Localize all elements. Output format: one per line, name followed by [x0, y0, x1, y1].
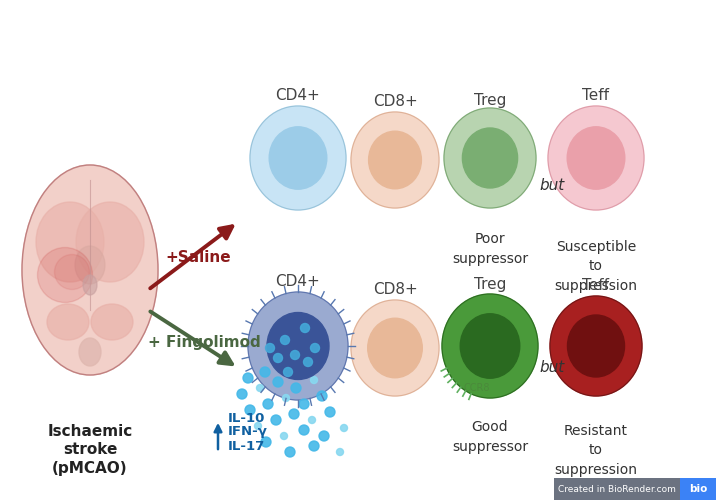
Text: Teff: Teff: [582, 89, 610, 103]
Circle shape: [281, 336, 289, 345]
Circle shape: [300, 324, 310, 333]
Circle shape: [273, 377, 283, 387]
Text: Treg: Treg: [474, 93, 506, 107]
FancyBboxPatch shape: [554, 478, 680, 500]
Circle shape: [299, 399, 309, 409]
Circle shape: [260, 367, 270, 377]
Circle shape: [310, 376, 318, 384]
Text: + Fingolimod: + Fingolimod: [148, 335, 261, 349]
Text: Resistant
to
suppression: Resistant to suppression: [554, 424, 637, 477]
Circle shape: [299, 425, 309, 435]
Ellipse shape: [75, 246, 105, 284]
Circle shape: [304, 357, 312, 366]
Text: IL-10: IL-10: [228, 411, 266, 424]
Ellipse shape: [267, 312, 329, 380]
Text: CD4+: CD4+: [276, 275, 320, 289]
Circle shape: [317, 391, 327, 401]
Circle shape: [279, 362, 286, 369]
Circle shape: [310, 344, 320, 352]
Ellipse shape: [351, 300, 439, 396]
Text: Created in BioRender.com: Created in BioRender.com: [558, 484, 676, 493]
Circle shape: [319, 431, 329, 441]
Circle shape: [266, 344, 274, 352]
Ellipse shape: [567, 315, 624, 377]
Text: Poor
suppressor: Poor suppressor: [452, 232, 528, 266]
Circle shape: [308, 416, 315, 423]
Text: CD4+: CD4+: [276, 89, 320, 103]
Text: +Saline: +Saline: [165, 250, 230, 266]
Ellipse shape: [250, 106, 346, 210]
Ellipse shape: [36, 202, 104, 282]
Circle shape: [274, 353, 282, 362]
Circle shape: [291, 383, 301, 393]
Ellipse shape: [369, 131, 421, 189]
Text: IFN-γ: IFN-γ: [228, 425, 268, 438]
Ellipse shape: [548, 106, 644, 210]
Circle shape: [285, 447, 295, 457]
Circle shape: [237, 389, 247, 399]
Circle shape: [289, 409, 299, 419]
Circle shape: [261, 437, 271, 447]
Ellipse shape: [47, 304, 89, 340]
Circle shape: [243, 373, 253, 383]
Circle shape: [290, 350, 300, 359]
Ellipse shape: [83, 275, 97, 295]
Circle shape: [341, 424, 348, 431]
FancyBboxPatch shape: [680, 478, 716, 500]
Text: Good
suppressor: Good suppressor: [452, 420, 528, 454]
Text: IL-17: IL-17: [228, 439, 265, 453]
Circle shape: [325, 407, 335, 417]
Ellipse shape: [269, 127, 327, 189]
Text: CD8+: CD8+: [373, 95, 418, 109]
Text: Treg: Treg: [474, 277, 506, 291]
Text: Teff: Teff: [582, 279, 610, 293]
Ellipse shape: [37, 247, 92, 302]
Ellipse shape: [91, 304, 133, 340]
Text: Susceptible
to
suppression: Susceptible to suppression: [554, 240, 637, 293]
Ellipse shape: [351, 112, 439, 208]
Text: Ischaemic: Ischaemic: [48, 424, 132, 439]
Circle shape: [282, 395, 289, 402]
Text: bio: bio: [689, 484, 707, 494]
Circle shape: [284, 367, 292, 376]
Ellipse shape: [76, 202, 144, 282]
Circle shape: [254, 422, 261, 429]
Circle shape: [281, 432, 287, 439]
Ellipse shape: [22, 165, 158, 375]
Text: CCR8: CCR8: [464, 383, 490, 393]
Ellipse shape: [248, 292, 348, 400]
Circle shape: [256, 385, 264, 392]
Circle shape: [263, 399, 273, 409]
Ellipse shape: [462, 128, 518, 188]
Ellipse shape: [55, 255, 89, 289]
Ellipse shape: [79, 338, 101, 366]
Ellipse shape: [368, 318, 422, 378]
Text: but: but: [539, 177, 564, 193]
Ellipse shape: [550, 296, 642, 396]
Circle shape: [336, 449, 343, 456]
Ellipse shape: [442, 294, 538, 398]
Text: (pMCAO): (pMCAO): [52, 461, 128, 475]
Circle shape: [293, 369, 303, 379]
Ellipse shape: [567, 127, 625, 189]
Circle shape: [271, 415, 281, 425]
Ellipse shape: [444, 108, 536, 208]
Circle shape: [309, 441, 319, 451]
Circle shape: [245, 405, 255, 415]
Ellipse shape: [460, 314, 520, 378]
Text: but: but: [539, 360, 564, 375]
Text: CD8+: CD8+: [373, 283, 418, 297]
Text: stroke: stroke: [63, 443, 117, 458]
